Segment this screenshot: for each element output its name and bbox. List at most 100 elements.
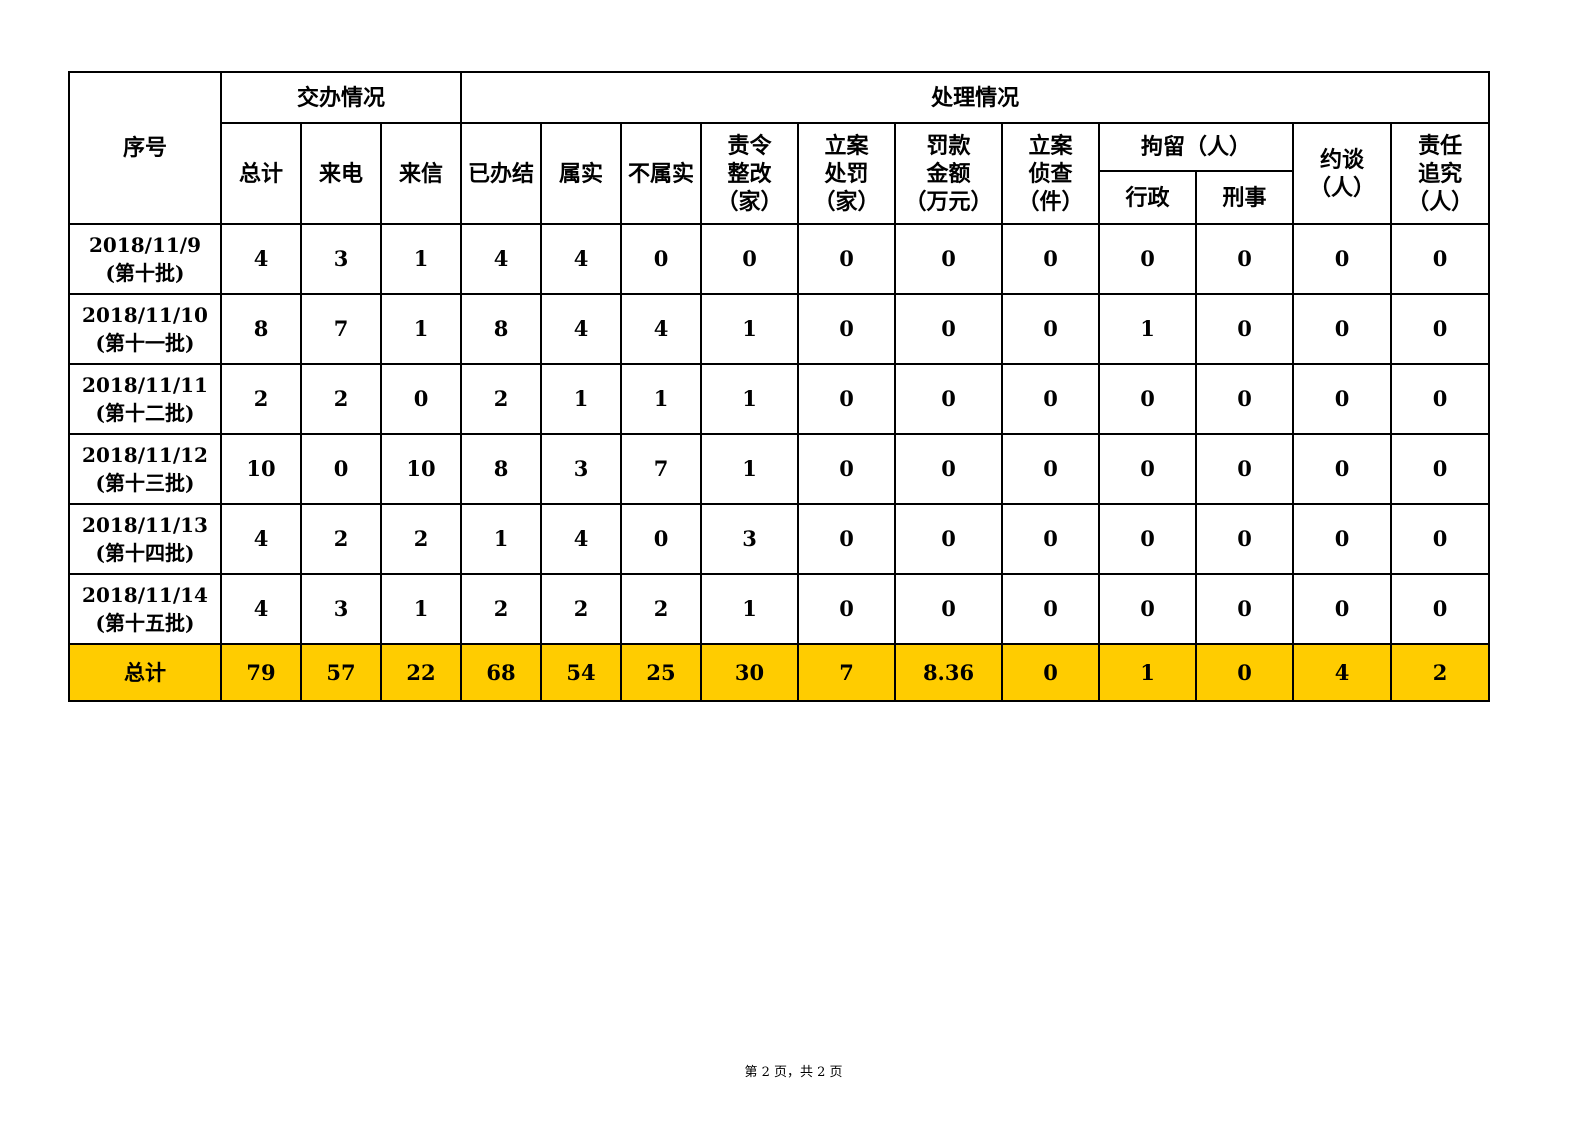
header-col-4: 属实 [540, 122, 623, 225]
table-cell: 4 [540, 223, 623, 295]
table-cell: 0 [1098, 433, 1198, 505]
row-batch: (第十三批) [95, 471, 195, 495]
header-col-9: 立案 侦查 （件） [1001, 122, 1101, 225]
table-row: 2018/11/14 (第十五批) 4 3 1 2 2 2 1 0 0 0 0 0 0 0 [68, 573, 1491, 645]
total-cell: 30 [700, 643, 800, 702]
table-row: 2018/11/10 (第十一批) 8 7 1 8 4 4 1 0 0 0 1 0 0 0 [68, 293, 1491, 365]
table-cell: 1 [700, 433, 800, 505]
total-cell: 1 [1098, 643, 1198, 702]
header-row-2: 总计 来电 来信 已办结 属实 不属实 责令 整改 （家） 立案 处罚 （家） 罚款 金额 （万… [69, 122, 1491, 225]
header-group-assigned: 交办情况 [219, 71, 463, 124]
table-cell: 0 [300, 433, 382, 505]
table-cell: 0 [1098, 363, 1198, 435]
table-cell: 1 [379, 223, 463, 295]
table-cell: 0 [1001, 293, 1101, 365]
header-col-3: 已办结 [460, 122, 543, 225]
table-cell: 4 [220, 503, 302, 575]
header-row-1: 序号 交办情况 处理情况 [68, 71, 1491, 225]
table-cell: 2 [540, 573, 623, 645]
table-cell: 1 [700, 293, 800, 365]
table-row: 2018/11/9 (第十批) 4 3 1 4 4 0 0 0 0 0 0 0 0 0 [68, 223, 1491, 295]
table-cell: 0 [1098, 573, 1198, 645]
table-cell: 1 [700, 573, 800, 645]
table-cell: 2 [300, 363, 382, 435]
table-cell: 0 [1001, 503, 1101, 575]
total-cell: 7 [797, 643, 897, 702]
table-cell: 8 [220, 293, 302, 365]
row-date: 2018/11/12 [82, 443, 208, 467]
header-col-8: 罚款 金额 （万元） [894, 122, 1004, 225]
table-cell: 0 [1001, 573, 1101, 645]
table-cell: 4 [620, 293, 703, 365]
row-date: 2018/11/10 [82, 303, 208, 327]
total-cell: 22 [379, 643, 463, 702]
header-col-0: 总计 [220, 122, 302, 225]
table-cell: 0 [1390, 223, 1491, 295]
row-date: 2018/11/13 [82, 513, 208, 537]
row-batch: (第十批) [105, 261, 185, 285]
header-seq: 序号 [68, 71, 222, 225]
header-col-5: 不属实 [620, 122, 703, 225]
table-cell: 2 [379, 503, 463, 575]
row-date: 2018/11/9 [88, 233, 202, 257]
table-cell: 4 [540, 503, 623, 575]
table-cell: 0 [1195, 363, 1295, 435]
table-cell: 0 [797, 293, 897, 365]
header-col-13: 责任 追究 （人） [1390, 122, 1491, 225]
header-detention-group: 拘留（人） [1098, 122, 1295, 172]
table-cell: 0 [894, 573, 1004, 645]
table-cell: 0 [1098, 223, 1198, 295]
row-label: 2018/11/11 (第十二批) [68, 363, 222, 435]
table-cell: 1 [460, 503, 543, 575]
table-cell: 2 [620, 573, 703, 645]
table-cell: 10 [220, 433, 302, 505]
row-batch: (第十五批) [95, 611, 195, 635]
table-cell: 1 [620, 363, 703, 435]
header-col-7: 立案 处罚 （家） [797, 122, 897, 225]
table-cell: 0 [1195, 433, 1295, 505]
table-cell: 2 [220, 363, 302, 435]
row-batch: (第十二批) [95, 401, 195, 425]
table-cell: 0 [620, 503, 703, 575]
table-cell: 0 [1195, 573, 1295, 645]
table-cell: 0 [1292, 573, 1393, 645]
table-row: 2018/11/12 (第十三批) 10 0 10 8 3 7 1 0 0 0 0 0 0 0 [68, 433, 1491, 505]
row-label: 2018/11/12 (第十三批) [68, 433, 222, 505]
table-row: 2018/11/13 (第十四批) 4 2 2 1 4 0 3 0 0 0 0 0 0 0 [68, 503, 1491, 575]
header-group-handled: 处理情况 [460, 71, 1491, 124]
table-cell: 4 [460, 223, 543, 295]
header-row-3: 行政 刑事 [69, 170, 1489, 225]
row-label: 2018/11/14 (第十五批) [68, 573, 222, 645]
table-cell: 0 [620, 223, 703, 295]
table-cell: 2 [300, 503, 382, 575]
table-cell: 0 [1001, 223, 1101, 295]
total-cell: 68 [460, 643, 543, 702]
row-date: 2018/11/11 [82, 373, 208, 397]
table-cell: 0 [1390, 503, 1491, 575]
header-col-criminal: 刑事 [1195, 170, 1295, 225]
header-col-1: 来电 [300, 122, 382, 225]
table-cell: 0 [1195, 223, 1295, 295]
table-cell: 0 [379, 363, 463, 435]
total-cell: 25 [620, 643, 703, 702]
table-cell: 0 [1390, 363, 1491, 435]
table-cell: 4 [540, 293, 623, 365]
table-cell: 0 [1001, 363, 1101, 435]
header-col-12: 约谈 （人） [1292, 122, 1393, 225]
row-batch: (第十一批) [95, 331, 195, 355]
total-cell: 8.36 [894, 643, 1004, 702]
table-cell: 3 [300, 573, 382, 645]
total-cell: 79 [220, 643, 302, 702]
row-label: 2018/11/9 (第十批) [68, 223, 222, 295]
table-cell: 2 [460, 363, 543, 435]
table-cell: 0 [1292, 223, 1393, 295]
table-cell: 0 [1390, 293, 1491, 365]
table-cell: 0 [894, 433, 1004, 505]
table-cell: 0 [1292, 503, 1393, 575]
total-cell: 57 [300, 643, 382, 702]
total-cell: 0 [1001, 643, 1101, 702]
table-cell: 0 [1292, 293, 1393, 365]
table-cell: 0 [894, 223, 1004, 295]
table-cell: 0 [1292, 433, 1393, 505]
page-footer: 第 2 页，共 2 页 [744, 1065, 843, 1080]
